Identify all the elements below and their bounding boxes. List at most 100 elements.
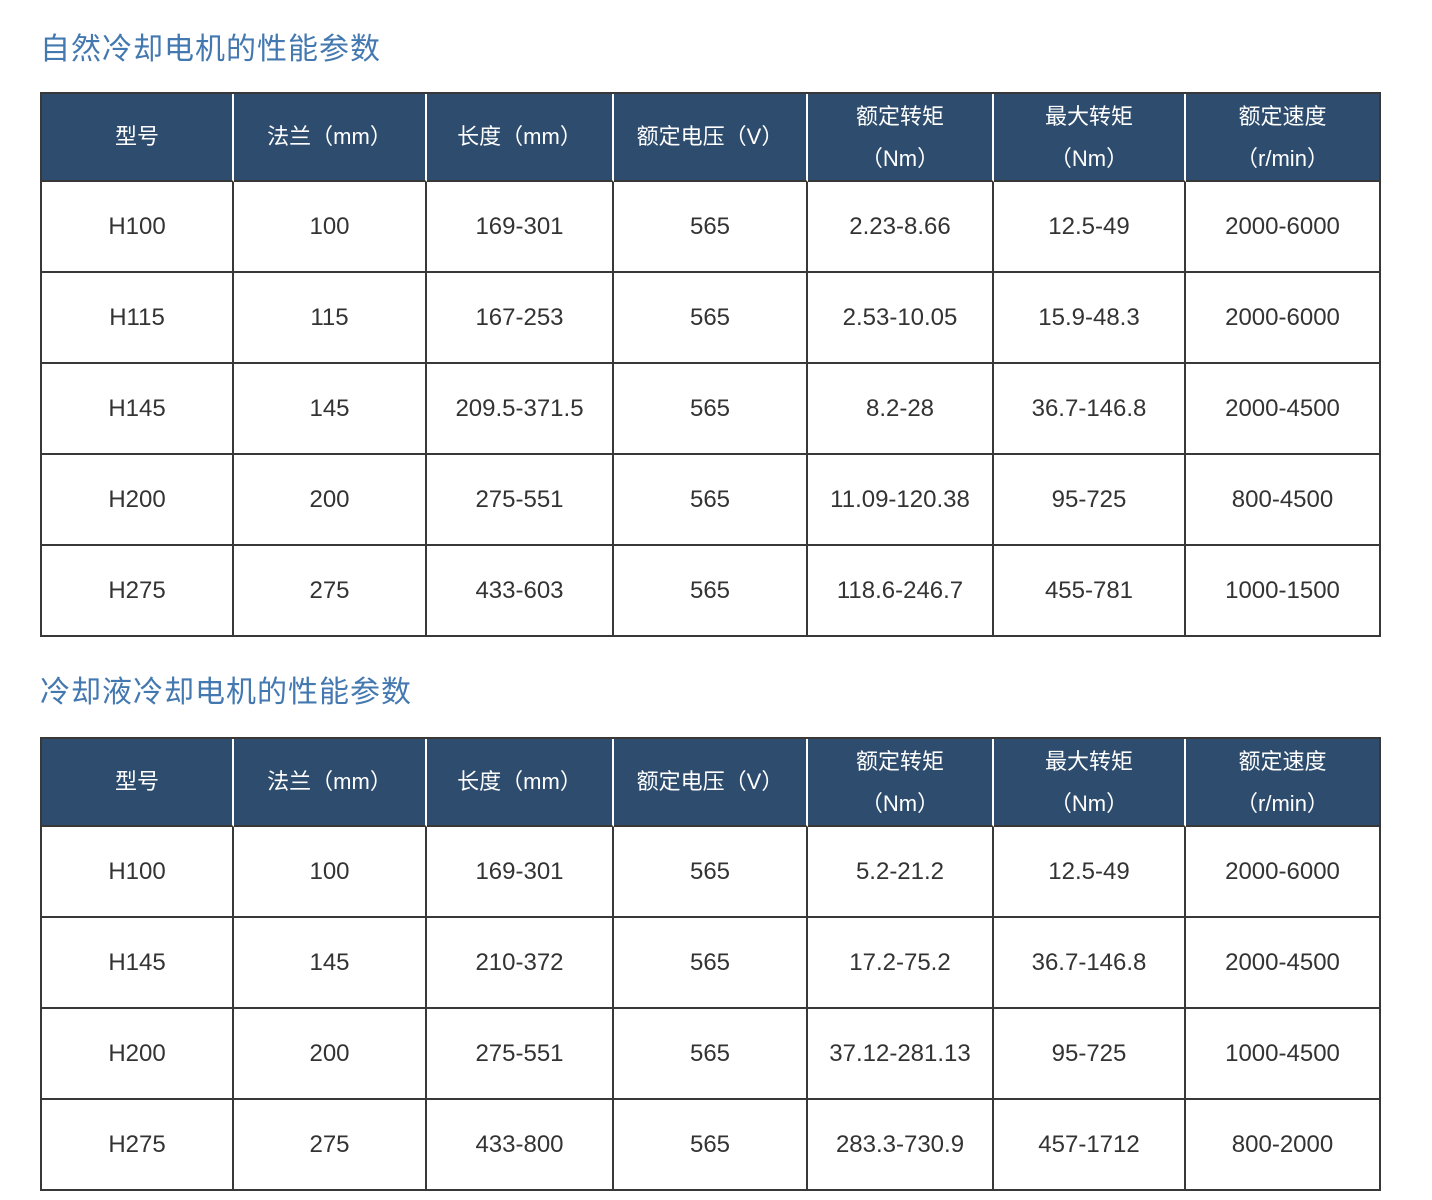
value-cell: 12.5-49 <box>994 182 1186 273</box>
value-cell: 169-301 <box>427 827 614 918</box>
column-header-label: 额定速度 <box>1238 749 1327 775</box>
table-body: H100 100 169-301 565 5.2-21.2 12.5-49 2000-600… <box>42 827 1379 1189</box>
table-row: H115 115 167-253 565 2.53-10.05 15.9-48.3 2000… <box>42 273 1379 364</box>
value-cell: 2000-6000 <box>1186 273 1379 364</box>
column-header-rated-speed: 额定速度 （r/min） <box>1186 94 1379 182</box>
value-cell: 455-781 <box>994 546 1186 635</box>
section-title-liquid-cooling: 冷却液冷却电机的性能参数 <box>40 676 412 709</box>
column-header-label: 型号 <box>114 124 159 150</box>
column-header-unit: （r/min） <box>1236 145 1329 171</box>
model-cell: H200 <box>42 1009 234 1100</box>
value-cell: 145 <box>234 364 427 455</box>
value-cell: 200 <box>234 1009 427 1100</box>
column-header-unit: （Nm） <box>1049 790 1129 816</box>
column-header-flange: 法兰（mm） <box>234 739 427 827</box>
model-cell: H275 <box>42 546 234 635</box>
value-cell: 2000-4500 <box>1186 918 1379 1009</box>
value-cell: 95-725 <box>994 455 1186 546</box>
table-row: H145 145 210-372 565 17.2-75.2 36.7-146.8 2000… <box>42 918 1379 1009</box>
section-title-natural-cooling: 自然冷却电机的性能参数 <box>40 33 381 66</box>
column-header-rated-torque: 额定转矩 （Nm） <box>808 94 994 182</box>
value-cell: 275-551 <box>427 1009 614 1100</box>
value-cell: 200 <box>234 455 427 546</box>
natural-cooling-table: 型号 法兰（mm） 长度（mm） 额定电压（V） 额定转矩 （Nm） <box>40 92 1381 637</box>
column-header-label: 额定转矩 <box>855 749 944 775</box>
column-header-label: 额定转矩 <box>855 104 944 130</box>
value-cell: 565 <box>614 455 808 546</box>
column-header-unit: （r/min） <box>1236 790 1329 816</box>
model-cell: H145 <box>42 918 234 1009</box>
value-cell: 36.7-146.8 <box>994 364 1186 455</box>
column-header-label: 法兰（mm） <box>267 769 392 795</box>
column-header-length: 长度（mm） <box>427 94 614 182</box>
model-cell: H275 <box>42 1100 234 1189</box>
column-header-unit: （Nm） <box>860 790 940 816</box>
column-header-model: 型号 <box>42 94 234 182</box>
model-cell: H100 <box>42 182 234 273</box>
value-cell: 5.2-21.2 <box>808 827 994 918</box>
column-header-model: 型号 <box>42 739 234 827</box>
table-row: H200 200 275-551 565 11.09-120.38 95-725 800-4… <box>42 455 1379 546</box>
value-cell: 275-551 <box>427 455 614 546</box>
value-cell: 800-2000 <box>1186 1100 1379 1189</box>
value-cell: 17.2-75.2 <box>808 918 994 1009</box>
value-cell: 433-603 <box>427 546 614 635</box>
value-cell: 565 <box>614 364 808 455</box>
value-cell: 12.5-49 <box>994 827 1186 918</box>
value-cell: 15.9-48.3 <box>994 273 1186 364</box>
column-header-label: 额定速度 <box>1238 104 1327 130</box>
table-row: H275 275 433-603 565 118.6-246.7 455-781 1000-… <box>42 546 1379 635</box>
value-cell: 118.6-246.7 <box>808 546 994 635</box>
model-cell: H200 <box>42 455 234 546</box>
value-cell: 36.7-146.8 <box>994 918 1186 1009</box>
value-cell: 95-725 <box>994 1009 1186 1100</box>
value-cell: 275 <box>234 546 427 635</box>
value-cell: 565 <box>614 273 808 364</box>
liquid-cooling-table: 型号 法兰（mm） 长度（mm） 额定电压（V） 额定转矩 （Nm） <box>40 737 1381 1191</box>
value-cell: 565 <box>614 546 808 635</box>
table-body: H100 100 169-301 565 2.23-8.66 12.5-49 2000-60… <box>42 182 1379 635</box>
value-cell: 800-4500 <box>1186 455 1379 546</box>
table-row: H100 100 169-301 565 2.23-8.66 12.5-49 2000-60… <box>42 182 1379 273</box>
value-cell: 100 <box>234 182 427 273</box>
table-row: H100 100 169-301 565 5.2-21.2 12.5-49 2000-600… <box>42 827 1379 918</box>
column-header-label: 法兰（mm） <box>267 124 392 150</box>
value-cell: 457-1712 <box>994 1100 1186 1189</box>
column-header-unit: （Nm） <box>860 145 940 171</box>
table-header-row: 型号 法兰（mm） 长度（mm） 额定电压（V） 额定转矩 （Nm） <box>42 739 1379 827</box>
value-cell: 283.3-730.9 <box>808 1100 994 1189</box>
value-cell: 565 <box>614 1100 808 1189</box>
column-header-label: 最大转矩 <box>1044 104 1133 130</box>
value-cell: 115 <box>234 273 427 364</box>
value-cell: 37.12-281.13 <box>808 1009 994 1100</box>
table-row: H275 275 433-800 565 283.3-730.9 457-1712 800-… <box>42 1100 1379 1189</box>
value-cell: 209.5-371.5 <box>427 364 614 455</box>
column-header-rated-torque: 额定转矩 （Nm） <box>808 739 994 827</box>
table-row: H200 200 275-551 565 37.12-281.13 95-725 1000-… <box>42 1009 1379 1100</box>
value-cell: 210-372 <box>427 918 614 1009</box>
value-cell: 8.2-28 <box>808 364 994 455</box>
value-cell: 2.23-8.66 <box>808 182 994 273</box>
value-cell: 145 <box>234 918 427 1009</box>
value-cell: 433-800 <box>427 1100 614 1189</box>
table-header-row: 型号 法兰（mm） 长度（mm） 额定电压（V） 额定转矩 （Nm） <box>42 94 1379 182</box>
value-cell: 275 <box>234 1100 427 1189</box>
value-cell: 2.53-10.05 <box>808 273 994 364</box>
column-header-rated-voltage: 额定电压（V） <box>614 739 808 827</box>
value-cell: 1000-1500 <box>1186 546 1379 635</box>
column-header-flange: 法兰（mm） <box>234 94 427 182</box>
value-cell: 1000-4500 <box>1186 1009 1379 1100</box>
value-cell: 2000-4500 <box>1186 364 1379 455</box>
column-header-length: 长度（mm） <box>427 739 614 827</box>
model-cell: H115 <box>42 273 234 364</box>
column-header-label: 额定电压（V） <box>636 124 784 150</box>
column-header-max-torque: 最大转矩 （Nm） <box>994 94 1186 182</box>
column-header-rated-speed: 额定速度 （r/min） <box>1186 739 1379 827</box>
model-cell: H145 <box>42 364 234 455</box>
column-header-label: 额定电压（V） <box>636 769 784 795</box>
column-header-rated-voltage: 额定电压（V） <box>614 94 808 182</box>
value-cell: 565 <box>614 918 808 1009</box>
table-row: H145 145 209.5-371.5 565 8.2-28 36.7-146.8 200… <box>42 364 1379 455</box>
value-cell: 11.09-120.38 <box>808 455 994 546</box>
